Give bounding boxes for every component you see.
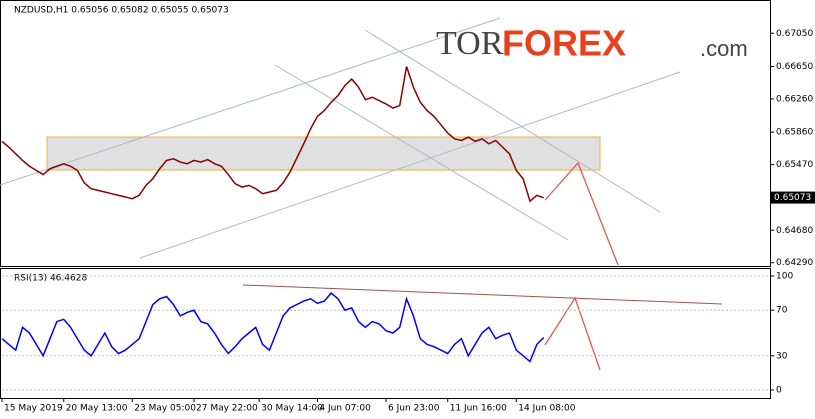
- y-tick-label: 0.65860: [776, 128, 813, 138]
- zone: [46, 136, 601, 171]
- last-price-label: 0.65073: [774, 193, 811, 203]
- rsi-panel: [0, 268, 771, 399]
- y-tick-label: 70: [776, 306, 788, 316]
- x-tick-label: 20 May 13:00: [66, 404, 128, 414]
- logo-forex: FOREX: [502, 23, 626, 64]
- y-tick-label: 0.66260: [776, 94, 813, 104]
- x-tick-label: 27 May 22:00: [196, 404, 258, 414]
- x-tick-label: 14 Jun 08:00: [518, 404, 575, 414]
- price-panel: [0, 0, 771, 267]
- panel-title: NZDUSD,H1 0.65056 0.65082 0.65055 0.6507…: [14, 6, 229, 16]
- logo-tor: TOR: [436, 25, 504, 62]
- x-tick-label: 11 Jun 16:00: [450, 404, 507, 414]
- channel-lines: [0, 17, 681, 259]
- y-tick-label: 30: [776, 351, 788, 361]
- rsi-trend-line: [242, 284, 723, 305]
- panel-title: RSI(13) 46.4628: [14, 274, 87, 284]
- x-tick-label: 30 May 14:00: [261, 404, 323, 414]
- series-line: [1, 292, 545, 363]
- y-tick-label: 0: [776, 386, 782, 396]
- x-tick-label: 6 Jun 23:00: [388, 404, 440, 414]
- logo: TOR FOREX .com: [436, 23, 748, 64]
- x-tick-label: 15 May 2019: [4, 404, 63, 414]
- x-tick-label: 23 May 05:00: [134, 404, 196, 414]
- y-tick-label: 0.64290: [776, 258, 813, 268]
- y-tick-label: 100: [776, 271, 793, 281]
- last-price-box: [771, 191, 815, 204]
- y-tick-label: 0.66650: [776, 62, 813, 72]
- y-tick-label: 0.64680: [776, 226, 813, 236]
- y-tick-label: 0.65470: [776, 160, 813, 170]
- y-tick-label: 0.67050: [776, 29, 813, 39]
- logo-com: .com: [700, 36, 748, 61]
- series-line: [1, 66, 544, 203]
- x-tick-label: 4 Jun 07:00: [319, 404, 371, 414]
